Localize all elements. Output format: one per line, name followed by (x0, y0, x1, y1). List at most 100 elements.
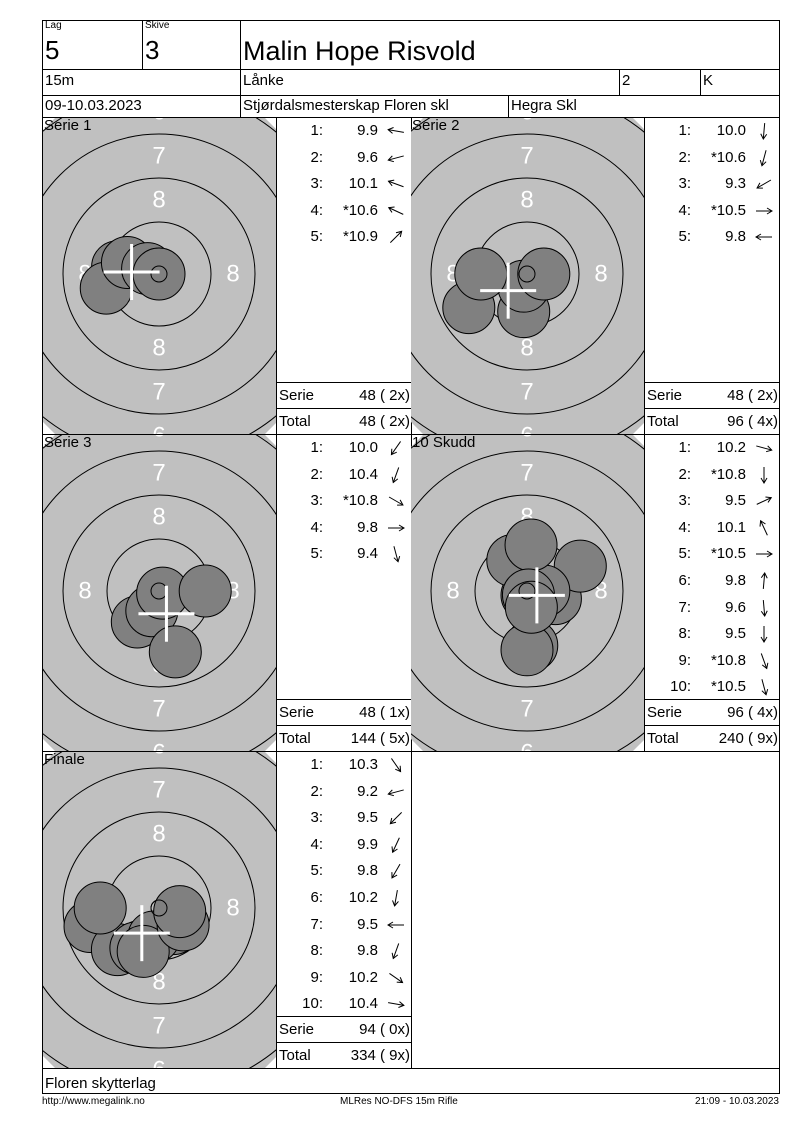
shot-score: 9.4 (357, 545, 378, 563)
shot-score: 9.8 (725, 572, 746, 589)
shot-row: 1: 10.2 (645, 435, 779, 461)
skive-label: Skive (145, 20, 170, 31)
shot-row: 9: *10.8 (645, 648, 779, 674)
lag-cell: Lag 5 (42, 20, 143, 70)
shot-row: 4: *10.6 (277, 198, 411, 224)
shot-hole-7 (73, 881, 127, 935)
direction-arrow-icon (389, 231, 403, 244)
direction-arrow-icon (388, 1001, 405, 1009)
ring-number: 7 (520, 460, 533, 487)
direction-arrow-icon (389, 972, 404, 983)
serie-label: Serie (647, 387, 683, 404)
direction-arrow-icon (391, 758, 402, 773)
target-face: 88887766 (43, 118, 277, 434)
shot-row: 4: *10.5 (645, 198, 779, 224)
direction-arrow-icon (388, 496, 404, 506)
total-value: 144 ( 5x) (350, 730, 410, 747)
shot-number: 1: (310, 122, 323, 139)
shot-number: 3: (310, 492, 323, 510)
lag-label: Lag (45, 20, 62, 31)
shot-number: 1: (310, 756, 323, 773)
total-value: 334 ( 9x) (350, 1047, 410, 1064)
serie-label: Serie (279, 1021, 315, 1038)
shot-row: 2: 9.2 (277, 779, 411, 805)
total-label: Total (647, 730, 679, 747)
shot-score: 9.9 (357, 122, 378, 139)
shot-number: 5: (678, 545, 691, 563)
shot-score: 9.8 (725, 228, 746, 246)
shot-hole-5 (132, 247, 186, 301)
shot-number: 2: (310, 465, 323, 483)
shot-hole-4 (178, 564, 232, 618)
shot-score: 10.0 (348, 439, 378, 456)
shot-number: 9: (310, 968, 323, 986)
shot-row: 7: 9.6 (645, 595, 779, 621)
direction-arrow-icon (388, 524, 405, 532)
direction-arrow-icon (392, 890, 399, 907)
shot-row: 7: 9.5 (277, 912, 411, 938)
ring-number: 8 (152, 335, 165, 362)
ring-number: 7 (152, 696, 165, 723)
ring-number: 8 (152, 969, 165, 996)
shot-row: 5: *10.9 (277, 224, 411, 250)
ring-number: 7 (152, 143, 165, 170)
target-panel: 88887766Serie 3 (43, 435, 277, 751)
shot-number: 10: (302, 995, 323, 1013)
ring-number: 6 (152, 423, 165, 435)
shot-score: 9.2 (357, 782, 378, 800)
shot-number: 3: (310, 809, 323, 827)
shot-score: *10.9 (342, 228, 378, 246)
shot-row: 2: 9.6 (277, 145, 411, 171)
total-label: Total (279, 730, 311, 747)
shot-score: *10.5 (710, 678, 746, 696)
shot-score: 9.8 (357, 518, 378, 536)
direction-arrow-icon (756, 496, 773, 506)
shot-row: 2: 10.4 (277, 462, 411, 488)
shot-number: 8: (678, 625, 691, 643)
target-panel: 88887766Finale (43, 752, 277, 1068)
shot-score: *10.8 (710, 651, 746, 669)
target-panel: 88887766Serie 1 (43, 118, 277, 434)
inner-ten-ring (518, 265, 536, 283)
series-title: Serie 1 (44, 118, 92, 134)
target-face: 88887766 (43, 435, 277, 751)
ring-number: 8 (594, 261, 607, 288)
total-value: 48 ( 2x) (359, 413, 410, 430)
ring-number: 8 (520, 335, 533, 362)
gender: K (700, 69, 780, 96)
skive-value: 3 (145, 35, 160, 65)
total-value: 240 ( 9x) (718, 730, 778, 747)
shot-number: 9: (678, 651, 691, 669)
total-label: Total (279, 413, 311, 430)
direction-arrow-icon (390, 441, 401, 456)
direction-arrow-icon (387, 206, 404, 215)
shot-row: 5: 9.8 (277, 858, 411, 884)
ring-number: 7 (152, 1013, 165, 1040)
serie-value: 48 ( 1x) (359, 704, 410, 721)
shot-number: 10: (670, 678, 691, 696)
ring-number: 6 (152, 740, 165, 752)
ring-number: 7 (520, 379, 533, 406)
direction-arrow-icon (756, 179, 772, 189)
lag-value: 5 (45, 35, 60, 65)
direction-arrow-icon (391, 864, 401, 880)
shot-number: 1: (678, 122, 691, 139)
ring-number: 6 (152, 1057, 165, 1069)
shot-number: 4: (678, 518, 691, 536)
direction-arrow-icon (761, 679, 769, 697)
series-title: Serie 2 (412, 118, 460, 134)
shot-score: 9.5 (725, 625, 746, 643)
direction-arrow-icon (391, 837, 400, 853)
direction-arrow-icon (391, 943, 400, 960)
shot-row: 6: 9.8 (645, 568, 779, 594)
target-face: 88887766 (43, 752, 277, 1068)
shot-score: 9.8 (357, 942, 378, 960)
direction-arrow-icon (387, 789, 404, 796)
shot-row: 4: 9.8 (277, 515, 411, 541)
target-ring (62, 177, 256, 371)
series-block: 8 8 8 8 7 7 6 6 Serie 1 1: 9.9 2: 9.6 3: 10.1 4: *10.6 5:… (42, 117, 780, 435)
shot-score: *10.5 (710, 201, 746, 219)
footer-url[interactable]: http://www.megalink.no (42, 1096, 145, 1107)
target-ring (430, 177, 624, 371)
shot-score: 10.2 (348, 889, 378, 906)
